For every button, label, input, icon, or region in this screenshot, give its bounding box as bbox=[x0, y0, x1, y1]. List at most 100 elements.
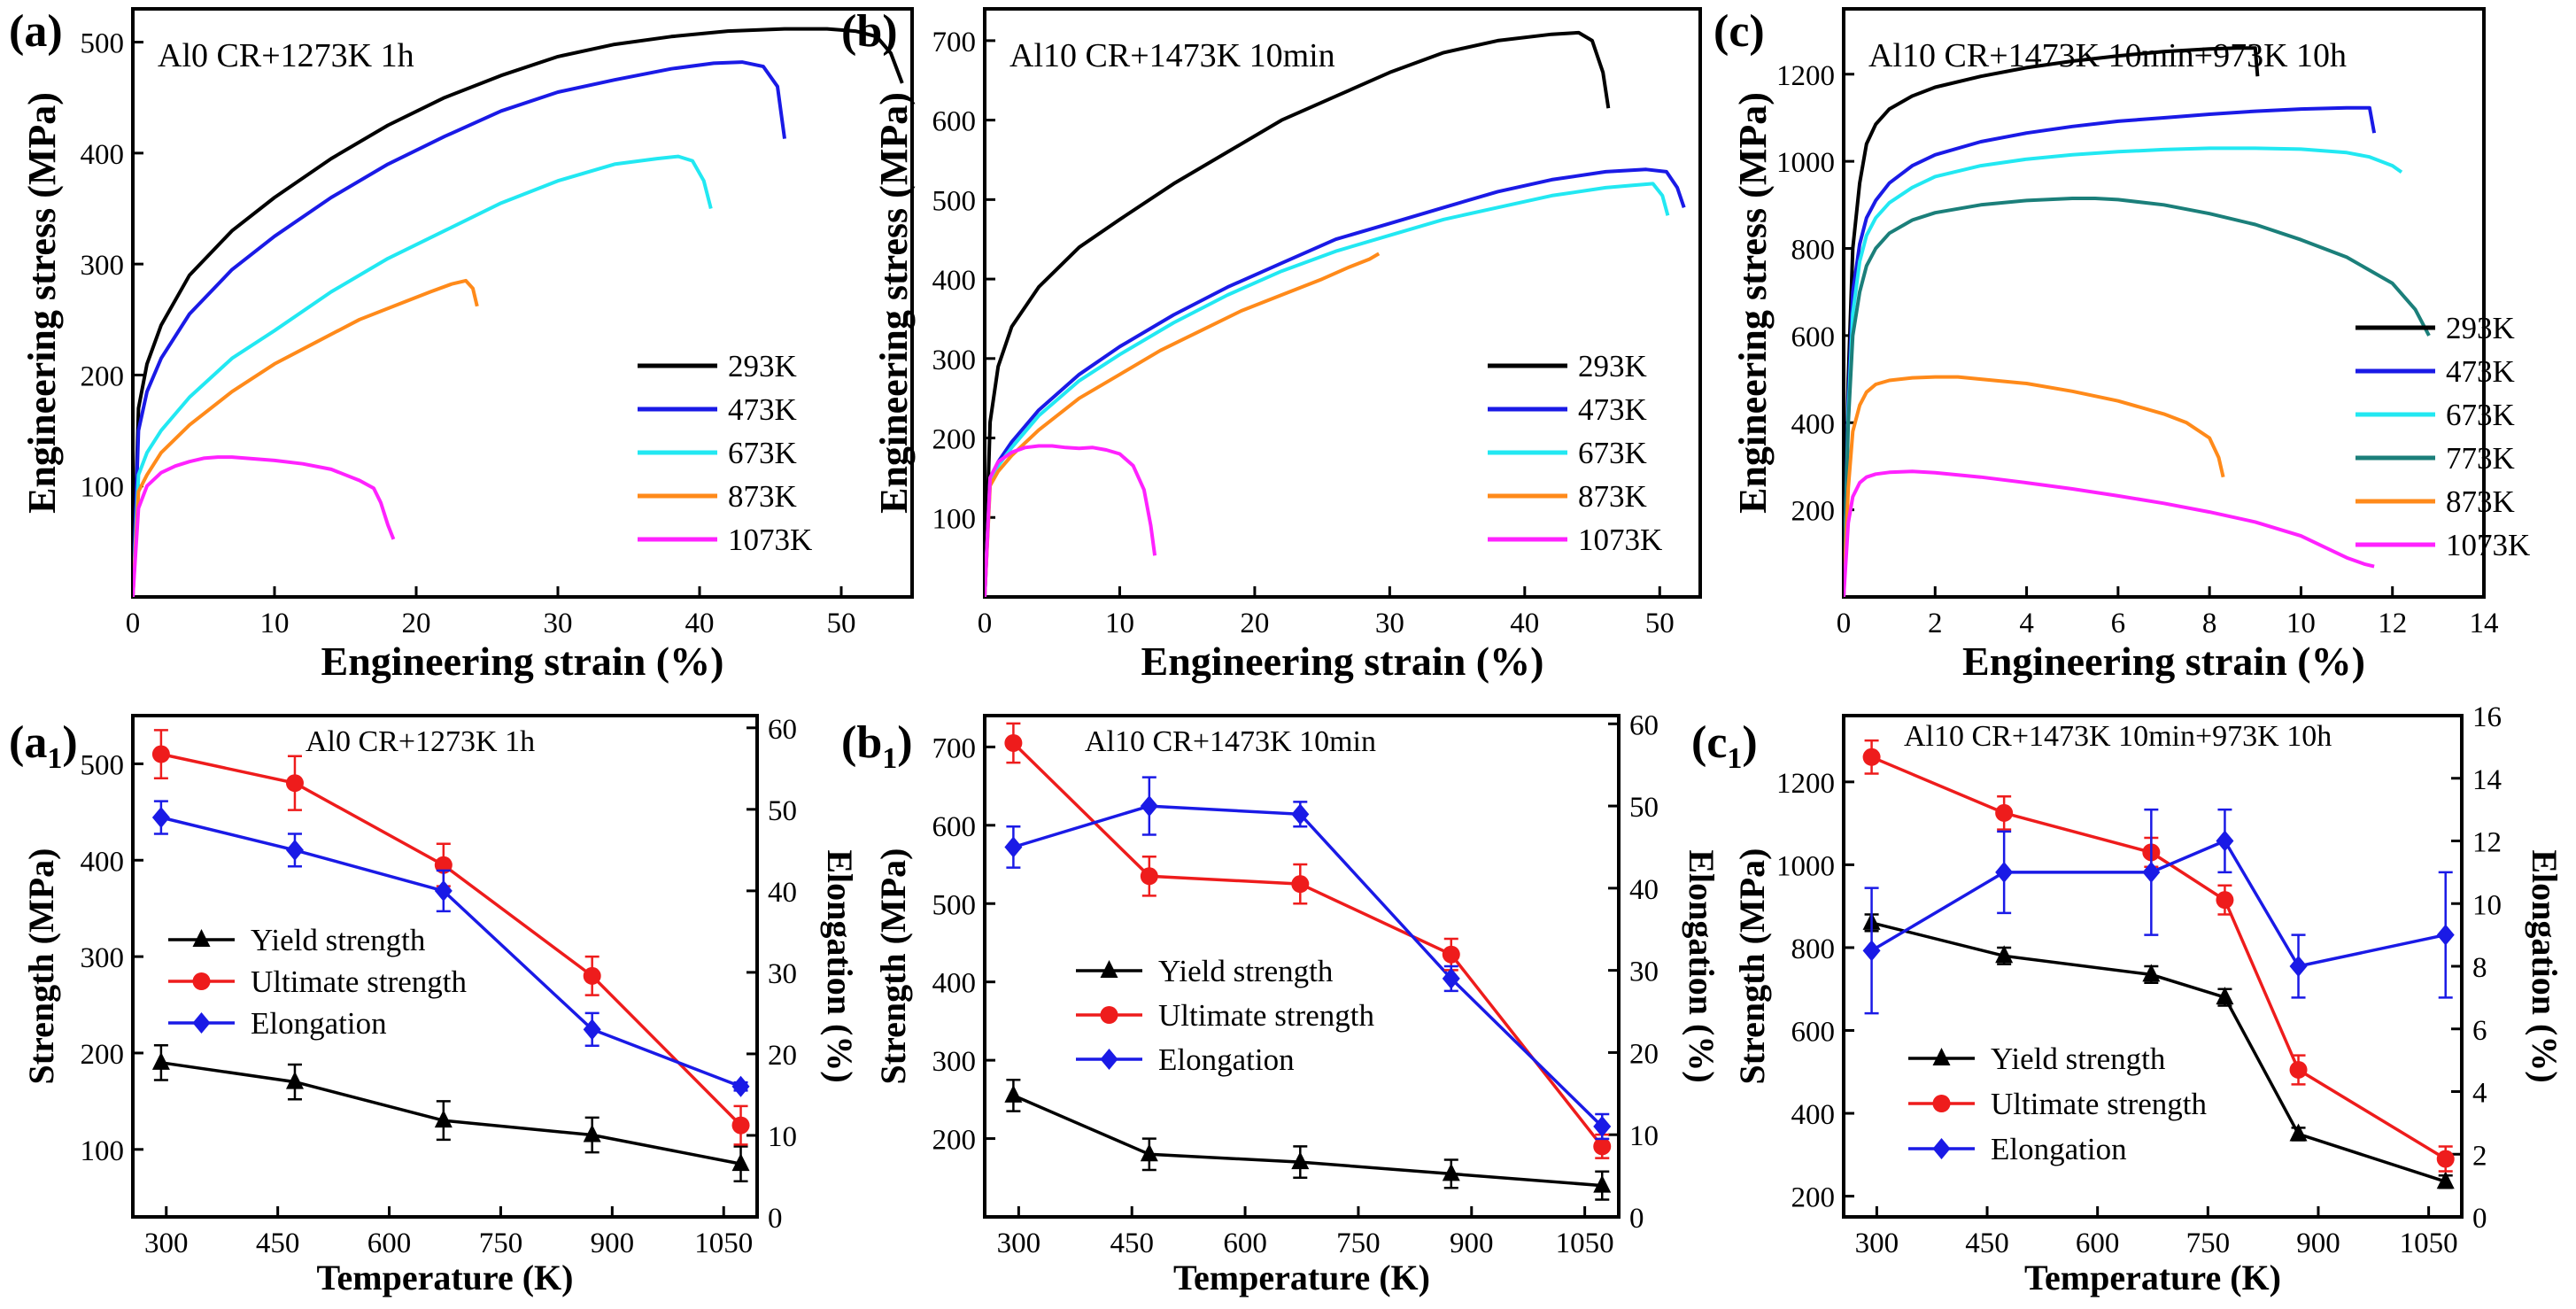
legend-marker bbox=[1932, 1138, 1951, 1159]
y-tick-label: 200 bbox=[81, 1039, 125, 1071]
x-tick-label: 1050 bbox=[694, 1228, 753, 1259]
data-point-triangle bbox=[2142, 964, 2161, 982]
legend-label: 293K bbox=[2446, 311, 2515, 345]
data-point-circle bbox=[1442, 945, 1460, 964]
legend-label: Yield strength bbox=[251, 923, 426, 957]
data-point-triangle bbox=[434, 1110, 453, 1128]
y-tick-label: 100 bbox=[81, 472, 125, 504]
series-line-293K bbox=[985, 30, 1611, 597]
y-tick-label: 100 bbox=[81, 1135, 125, 1167]
plot-frame bbox=[131, 7, 914, 599]
x-tick-label: 12 bbox=[2378, 608, 2407, 639]
data-point-circle bbox=[2216, 891, 2234, 910]
y2-tick-label: 30 bbox=[768, 958, 797, 990]
x-tick-label: 20 bbox=[402, 608, 431, 639]
series-line-1073K bbox=[985, 444, 1157, 597]
y-tick-label: 200 bbox=[1791, 1182, 1836, 1214]
series-line-873K bbox=[985, 252, 1381, 597]
panel-label-subscript: 1 bbox=[1727, 742, 1742, 775]
data-point-diamond bbox=[1004, 836, 1023, 858]
x-tick-label: 8 bbox=[2202, 608, 2217, 639]
y2-tick-label: 0 bbox=[768, 1203, 783, 1235]
y2-tick-label: 4 bbox=[2472, 1078, 2487, 1110]
x-tick-label: 1050 bbox=[2400, 1228, 2458, 1259]
y-tick-label: 500 bbox=[932, 889, 977, 921]
y2-tick-label: 30 bbox=[1629, 957, 1659, 988]
plot-area bbox=[160, 752, 742, 1166]
legend-marker bbox=[1100, 960, 1118, 978]
y2-tick-label: 40 bbox=[1629, 874, 1659, 906]
panel-b1: 300 450 600 750 900 1050200300400500600700010… bbox=[841, 709, 1721, 1297]
y-tick-label: 1200 bbox=[1776, 768, 1835, 800]
data-point-diamond bbox=[2436, 924, 2455, 946]
data-point-circle bbox=[1004, 733, 1023, 752]
y-tick-label: 600 bbox=[1791, 321, 1836, 353]
y-tick-label: 1000 bbox=[1776, 147, 1835, 179]
x-tick-label: 300 bbox=[997, 1228, 1041, 1259]
legend-label: 1073K bbox=[728, 523, 812, 557]
panel-label-close: ) bbox=[897, 717, 912, 768]
panel-c1: 300 450 600 750 900 1050 200 400 600 800 1000 1200 0… bbox=[1691, 701, 2564, 1297]
y2-tick-label: 8 bbox=[2472, 952, 2487, 984]
y2-axis-title: Elongation (%) bbox=[2525, 849, 2564, 1082]
legend-label: Yield strength bbox=[1991, 1042, 2166, 1076]
x-axis-title: Temperature (K) bbox=[1173, 1258, 1430, 1297]
x-tick-label: 20 bbox=[1240, 608, 1269, 639]
legend-marker bbox=[192, 972, 211, 990]
plot-area bbox=[1844, 46, 2431, 597]
legend-marker bbox=[192, 929, 211, 947]
data-point-triangle bbox=[1593, 1174, 1612, 1193]
series-line-673K bbox=[133, 154, 713, 597]
data-point-diamond bbox=[1995, 861, 2014, 883]
x-tick-label: 2 bbox=[1928, 608, 1943, 639]
series-line-473K bbox=[1844, 105, 2377, 597]
y-axis-title: Strength (MPa) bbox=[21, 848, 61, 1085]
y-tick-label: 400 bbox=[81, 846, 125, 878]
y2-tick-label: 0 bbox=[1629, 1203, 1644, 1235]
series-line-1073K bbox=[1844, 469, 2375, 597]
y-tick-label: 200 bbox=[1791, 496, 1836, 528]
y-tick-label: 300 bbox=[932, 345, 977, 376]
y-tick-label: 400 bbox=[81, 139, 125, 171]
panel-label: (b1) bbox=[841, 717, 913, 775]
data-point-circle bbox=[151, 745, 170, 763]
series-line-Yield strength bbox=[1012, 1094, 1603, 1188]
plot-frame bbox=[1842, 7, 2486, 599]
legend-label: 673K bbox=[728, 436, 797, 470]
x-tick-label: 50 bbox=[827, 608, 856, 639]
x-axis-title: Engineering strain (%) bbox=[321, 639, 724, 684]
data-point-triangle bbox=[731, 1153, 750, 1172]
y2-tick-label: 20 bbox=[768, 1040, 797, 1072]
x-axis-title: Engineering strain (%) bbox=[1962, 639, 2365, 684]
y2-tick-label: 10 bbox=[2472, 889, 2502, 921]
legend-label: Ultimate strength bbox=[251, 964, 467, 999]
y-tick-label: 400 bbox=[932, 265, 977, 297]
legend-label: 673K bbox=[2446, 398, 2515, 432]
data-point-triangle bbox=[1995, 945, 2014, 964]
y-tick-label: 200 bbox=[932, 424, 977, 456]
data-point-triangle bbox=[2436, 1171, 2455, 1189]
y-tick-label: 600 bbox=[1791, 1017, 1836, 1049]
y-tick-label: 400 bbox=[1791, 408, 1836, 440]
panel-a: 0 10 20 30 40 50 100 200 300 400 500 Engineering st… bbox=[9, 6, 914, 684]
data-point-triangle bbox=[1004, 1084, 1023, 1103]
y-axis-title: Engineering stress (MPa) bbox=[872, 92, 916, 514]
y-axis-title: Engineering stress (MPa) bbox=[20, 92, 64, 514]
y-tick-label: 800 bbox=[1791, 933, 1836, 965]
series-line-673K bbox=[1844, 146, 2403, 597]
y2-tick-label: 16 bbox=[2472, 701, 2502, 733]
legend-label: 1073K bbox=[2446, 528, 2530, 562]
y2-tick-label: 2 bbox=[2472, 1140, 2487, 1172]
x-tick-label: 6 bbox=[2111, 608, 2126, 639]
y-axis-title: Engineering stress (MPa) bbox=[1731, 92, 1775, 514]
data-point-diamond bbox=[2142, 861, 2161, 883]
x-tick-label: 0 bbox=[978, 608, 993, 639]
panel-b: 0 10 20 30 40 50 100 200 300 400 500 600 700 Engineer… bbox=[841, 6, 1702, 684]
y2-tick-label: 14 bbox=[2472, 764, 2502, 796]
x-tick-label: 10 bbox=[260, 608, 290, 639]
series-line-673K bbox=[985, 182, 1670, 597]
y-tick-label: 300 bbox=[81, 250, 125, 282]
series-line-773K bbox=[1844, 197, 2431, 597]
plot-frame bbox=[983, 7, 1702, 599]
legend-label: 873K bbox=[728, 479, 797, 514]
